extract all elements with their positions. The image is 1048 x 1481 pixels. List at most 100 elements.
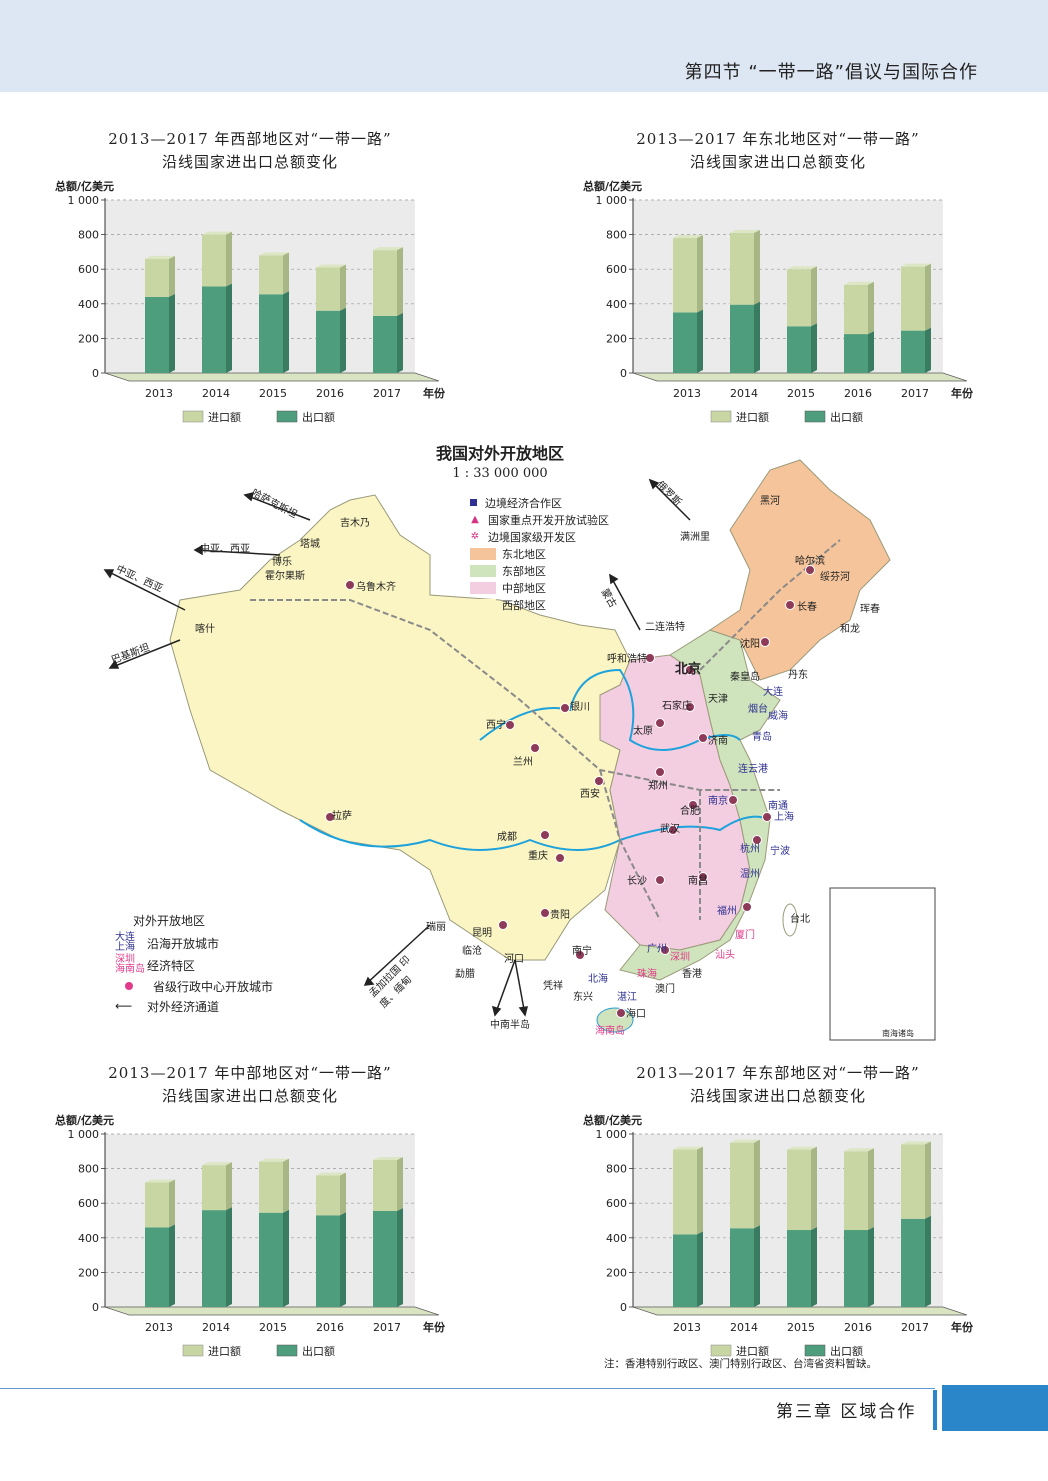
chart-east-svg: 总额/亿美元 0 200 400 600 800 1 000 2013 2014 2015 2016… [583, 1113, 974, 1358]
x-tick-label: 2017 [373, 1321, 401, 1334]
plot-floor [632, 1306, 968, 1316]
footer-bar [942, 1385, 1048, 1431]
map-title: 我国对外开放地区 [435, 444, 564, 463]
import-bar-top [316, 1172, 346, 1176]
import-bar [316, 1175, 340, 1216]
chart-central: 2013—2017 年中部地区对“一带一路” 沿线国家进出口总额变化 总额/亿美… [50, 1062, 450, 1362]
import-bar-side [283, 252, 289, 295]
city-label: 沈阳 [740, 639, 760, 650]
city-label: 青岛 [752, 732, 772, 743]
city-label: 厦门 [735, 930, 755, 941]
header-band [0, 0, 1048, 92]
city-label: 太原 [633, 726, 653, 737]
chart-title: 2013—2017 年中部地区对“一带一路” 沿线国家进出口总额变化 [108, 1064, 392, 1105]
city-label: 呼和浩特 [607, 654, 647, 665]
export-bar-side [397, 1207, 403, 1307]
city-label: 长春 [797, 602, 817, 613]
city-label: 贵阳 [550, 910, 570, 921]
y-tick-label: 1 000 [596, 194, 628, 207]
chart-west-svg: 总额/亿美元 0 200 400 600 800 1 000 2013 2014 2015 2016… [55, 179, 446, 424]
x-tick-label: 2013 [145, 1321, 173, 1334]
city-marker [660, 945, 670, 955]
city-label: 香港 [682, 969, 702, 980]
x-tick-label: 2015 [787, 387, 815, 400]
city-label: 哈尔滨 [795, 556, 825, 567]
city-marker [325, 812, 335, 822]
city-label: 勐腊 [455, 969, 475, 980]
city-label: 银川 [570, 702, 590, 713]
capital-dot-icon [125, 982, 133, 990]
x-tick-label: 2016 [844, 1321, 872, 1334]
import-bar [901, 1144, 925, 1219]
import-bar-side [811, 266, 817, 327]
y-axis-label: 总额/亿美元 [55, 179, 114, 193]
city-marker [668, 825, 678, 835]
import-bar-side [169, 255, 175, 297]
import-bar-side [697, 235, 703, 313]
city-marker [594, 776, 604, 786]
x-tick-label: 2017 [901, 1321, 929, 1334]
x-tick-label: 2014 [202, 1321, 230, 1334]
swatch-central [470, 581, 496, 594]
export-bar-side [811, 323, 817, 373]
x-tick-label: 2015 [259, 1321, 287, 1334]
corridor-label: 对外经济通道 [147, 999, 220, 1014]
x-tick-label: 2016 [316, 1321, 344, 1334]
x-axis-label: 年份 [951, 386, 974, 400]
city-label: 霍尔果斯 [265, 571, 305, 582]
city-label: 河口 [504, 954, 524, 965]
city-label: 连云港 [738, 764, 768, 775]
import-bar-top [259, 252, 289, 256]
import-bar [202, 1165, 226, 1211]
import-bar-side [397, 1156, 403, 1211]
city-marker [530, 743, 540, 753]
city-marker [685, 665, 695, 675]
y-tick-label: 600 [78, 1197, 99, 1210]
export-bar-side [811, 1227, 817, 1307]
city-label: 郑州 [648, 781, 668, 792]
plot-floor [104, 1306, 440, 1316]
plot-floor [632, 372, 968, 382]
import-bar-top [787, 266, 817, 270]
city-label: 宁波 [770, 846, 790, 857]
city-label: 拉萨 [332, 811, 352, 822]
import-bar-top [673, 1146, 703, 1150]
city-marker [752, 835, 762, 845]
import-bar-side [340, 1172, 346, 1216]
legend-import-swatch [182, 410, 204, 423]
legend-label: 国家重点开发开放试验区 [488, 513, 609, 527]
legend-import-swatch [710, 1344, 732, 1357]
sez-sample: 深圳 海南岛 [115, 954, 145, 975]
export-bar-side [868, 331, 874, 373]
chart-west: 2013—2017 年西部地区对“一带一路” 沿线国家进出口总额变化 总额/亿美… [50, 128, 450, 428]
legend-export-label: 出口额 [830, 1344, 863, 1358]
import-bar-side [397, 247, 403, 316]
export-bar-side [226, 283, 232, 373]
export-bar [673, 312, 697, 373]
city-label: 北京 [675, 662, 702, 677]
import-bar-top [202, 231, 232, 235]
china-open-regions-map: 我国对外开放地区 1 : 33 000 000 边境经济合作区 ▲ 国家重点开发开… [100, 440, 940, 1045]
city-label: 成都 [497, 832, 517, 843]
import-bar-side [754, 229, 760, 305]
import-bar [844, 1151, 868, 1231]
y-tick-label: 800 [78, 229, 99, 242]
import-bar [145, 1182, 169, 1228]
map-base [103, 459, 936, 1041]
city-marker [805, 565, 815, 575]
import-bar-side [283, 1158, 289, 1213]
legend-import-swatch [710, 410, 732, 423]
export-bar-side [397, 312, 403, 373]
export-bar [730, 304, 754, 373]
export-bar-side [868, 1227, 874, 1307]
legend-export-swatch [804, 410, 826, 423]
x-tick-label: 2017 [901, 387, 929, 400]
railway-lines [250, 539, 841, 921]
import-bar [844, 284, 868, 335]
footer-separator [933, 1390, 937, 1430]
city-label: 湛江 [617, 992, 637, 1003]
city-label: 重庆 [528, 851, 548, 862]
export-bar [259, 1212, 283, 1307]
city-label: 博乐 [272, 557, 292, 568]
import-bar-top [316, 264, 346, 268]
